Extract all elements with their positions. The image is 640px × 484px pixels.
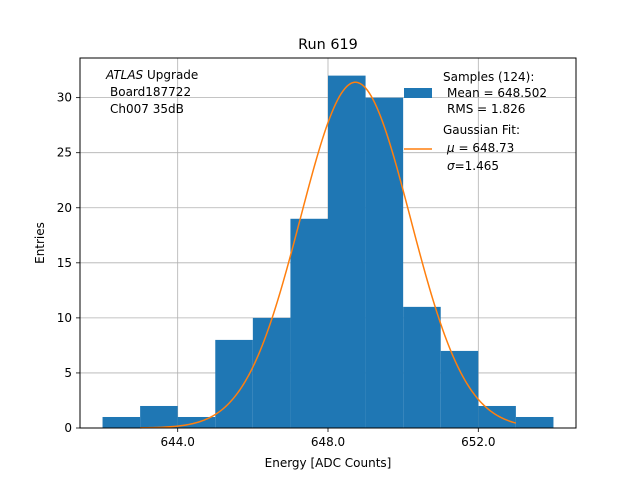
y-tick-label: 5 [64, 366, 72, 380]
histogram-bar [252, 317, 291, 428]
x-tick-label: 644.0 [161, 435, 195, 449]
y-tick-label: 15 [57, 256, 72, 270]
y-axis-label: Entries [33, 222, 47, 264]
atlas-annotation: ATLAS Upgrade Board187722 Ch007 35dB [105, 68, 198, 116]
annotation-line-3: Ch007 35dB [110, 102, 184, 116]
histogram-bar [290, 218, 328, 428]
legend-samples-mean: Mean = 648.502 [447, 86, 547, 100]
mu-value: = 648.73 [455, 141, 515, 155]
histogram-bar [215, 339, 253, 428]
annotation-line-2: Board187722 [110, 85, 191, 99]
chart-title: Run 619 [298, 37, 358, 53]
x-tick-label: 648.0 [311, 435, 345, 449]
x-tick-label: 652.0 [461, 435, 495, 449]
y-tick-label: 10 [57, 311, 72, 325]
histogram-bars [102, 75, 554, 429]
histogram-bar [365, 97, 404, 429]
histogram-bar [440, 350, 479, 428]
y-tick-label: 20 [57, 201, 72, 215]
histogram-bar [328, 75, 366, 428]
gaussian-fit-curve [140, 81, 517, 429]
histogram-bar [478, 405, 516, 428]
mu-symbol: μ [446, 141, 455, 155]
legend-samples-rms: RMS = 1.826 [447, 102, 525, 116]
legend: Samples (124): Mean = 648.502 RMS = 1.82… [404, 70, 547, 173]
legend-fit-sigma: σ=1.465 [447, 159, 499, 173]
sigma-symbol: σ [447, 159, 455, 173]
annotation-line-1: ATLAS Upgrade [105, 68, 198, 82]
y-tick-label: 30 [57, 91, 72, 105]
legend-fit-mu: μ = 648.73 [446, 141, 514, 155]
annotation-atlas: ATLAS [105, 68, 144, 82]
y-tick-label: 25 [57, 146, 72, 160]
legend-fit-title: Gaussian Fit: [443, 123, 520, 137]
histogram-bar [515, 416, 554, 428]
histogram-bar [140, 405, 178, 428]
legend-samples-title: Samples (124): [443, 70, 534, 84]
annotation-upgrade: Upgrade [143, 68, 198, 82]
histogram-bar [403, 306, 441, 428]
x-axis-ticks: 644.0 648.0 652.0 [161, 428, 495, 449]
sigma-value: =1.465 [455, 159, 499, 173]
y-axis-ticks: 0 5 10 15 20 25 30 [57, 91, 80, 435]
legend-samples-patch [404, 88, 432, 98]
x-axis-label: Energy [ADC Counts] [265, 456, 392, 470]
histogram-bar [102, 416, 141, 428]
y-tick-label: 0 [64, 421, 72, 435]
